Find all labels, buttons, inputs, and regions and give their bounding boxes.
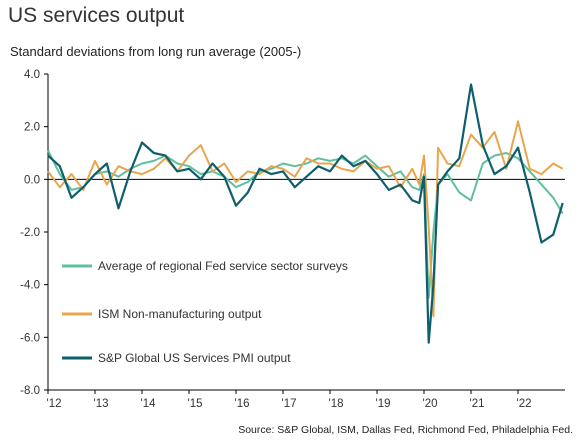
series-line-regional [47, 149, 564, 299]
legend-label-ism: ISM Non-manufacturing output [98, 307, 262, 321]
x-tick-label: '16 [235, 398, 250, 410]
x-tick-label: '20 [423, 398, 438, 410]
y-tick-label: -6.0 [20, 332, 40, 344]
source-note: Source: S&P Global, ISM, Dallas Fed, Ric… [238, 424, 573, 436]
y-tick-label: -4.0 [20, 280, 40, 292]
y-tick-label: 0.0 [24, 174, 40, 186]
legend-label-regional: Average of regional Fed service sector s… [98, 259, 348, 273]
y-tick-label: 2.0 [24, 122, 40, 134]
legend-label-pmi: S&P Global US Services PMI output [98, 351, 291, 365]
y-tick-label: -8.0 [20, 385, 40, 397]
series-line-pmi [47, 83, 564, 344]
x-tick-label: '22 [517, 398, 532, 410]
x-tick-label: '21 [470, 398, 485, 410]
chart-title: US services output [8, 4, 185, 27]
y-axis-label: Standard deviations from long run averag… [10, 44, 302, 59]
y-tick-label: -2.0 [20, 227, 40, 239]
x-tick-label: '18 [329, 398, 344, 410]
series-line-ism [47, 120, 564, 318]
x-tick-label: '17 [282, 398, 297, 410]
y-tick-label: 4.0 [24, 69, 40, 81]
x-tick-label: '15 [188, 398, 203, 410]
x-tick-label: '19 [376, 398, 391, 410]
x-tick-label: '13 [94, 398, 109, 410]
x-tick-label: '14 [141, 398, 157, 410]
x-tick-label: '12 [47, 398, 62, 410]
